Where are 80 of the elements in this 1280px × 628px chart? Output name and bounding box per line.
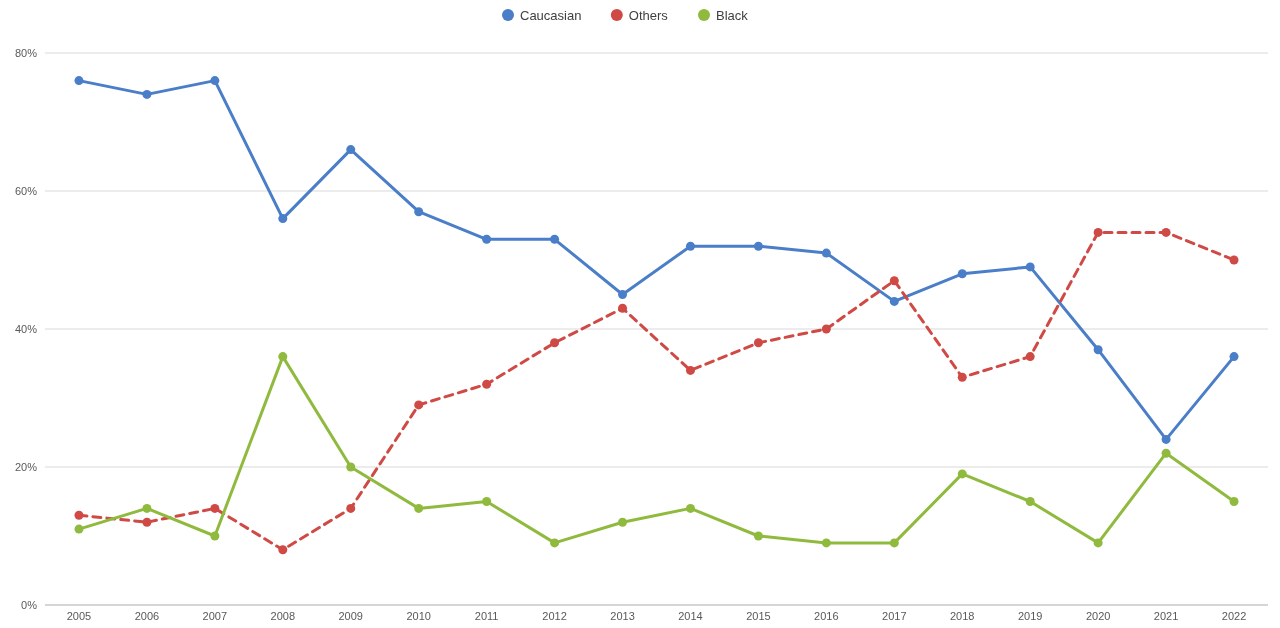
point bbox=[550, 338, 560, 348]
point bbox=[346, 145, 356, 155]
point bbox=[74, 510, 84, 520]
point bbox=[74, 76, 84, 86]
point bbox=[1093, 538, 1103, 548]
point bbox=[889, 538, 899, 548]
x-tick-label: 2011 bbox=[474, 610, 499, 622]
point bbox=[1229, 497, 1239, 506]
point bbox=[346, 462, 356, 472]
point bbox=[821, 248, 831, 258]
x-tick-label: 2005 bbox=[66, 610, 92, 622]
point bbox=[1025, 352, 1035, 362]
point bbox=[957, 269, 967, 279]
legend-label: Caucasian bbox=[520, 7, 582, 23]
point bbox=[210, 503, 220, 513]
point bbox=[1229, 255, 1239, 265]
point bbox=[957, 372, 967, 382]
point bbox=[346, 503, 356, 513]
x-tick-label: 2007 bbox=[202, 610, 228, 622]
point bbox=[1093, 345, 1103, 355]
x-tick-label: 2018 bbox=[950, 610, 975, 622]
legend-label: Others bbox=[628, 7, 669, 23]
point bbox=[1093, 227, 1103, 237]
y-tick-label: 60% bbox=[14, 184, 38, 197]
point bbox=[821, 538, 831, 548]
point bbox=[142, 517, 152, 527]
x-tick-label: 2016 bbox=[814, 610, 839, 622]
y-tick-label: 20% bbox=[14, 460, 38, 473]
point bbox=[618, 303, 628, 313]
point bbox=[482, 497, 492, 506]
x-tick-label: 2012 bbox=[542, 610, 567, 622]
point bbox=[210, 531, 220, 541]
x-tick-label: 2010 bbox=[406, 610, 431, 622]
x-tick-label: 2013 bbox=[610, 610, 635, 622]
y-tick-label: 40% bbox=[14, 322, 38, 335]
point bbox=[74, 524, 84, 534]
point bbox=[1229, 352, 1239, 362]
x-tick-label: 2008 bbox=[270, 610, 296, 622]
point bbox=[482, 379, 492, 389]
point bbox=[1025, 262, 1035, 272]
legend-label: Black bbox=[716, 7, 749, 23]
x-tick-label: 2014 bbox=[678, 610, 703, 622]
x-tick-label: 2022 bbox=[1221, 610, 1247, 622]
point bbox=[618, 290, 628, 299]
point bbox=[142, 89, 152, 99]
point bbox=[550, 234, 560, 244]
point bbox=[957, 469, 967, 479]
point bbox=[889, 296, 899, 306]
point bbox=[685, 503, 695, 513]
x-tick-label: 2021 bbox=[1153, 610, 1179, 622]
point bbox=[142, 503, 152, 513]
point bbox=[618, 517, 628, 527]
point bbox=[1025, 497, 1035, 506]
point bbox=[1161, 227, 1171, 237]
point bbox=[685, 241, 695, 251]
x-tick-label: 2006 bbox=[134, 610, 160, 622]
point bbox=[278, 545, 288, 555]
point bbox=[278, 214, 288, 224]
point bbox=[414, 207, 424, 217]
point bbox=[753, 338, 763, 348]
point bbox=[1161, 448, 1171, 458]
x-tick-label: 2015 bbox=[746, 610, 771, 622]
point bbox=[753, 531, 763, 541]
point bbox=[210, 76, 220, 86]
x-tick-label: 2020 bbox=[1085, 610, 1111, 622]
point bbox=[414, 400, 424, 410]
point bbox=[482, 234, 492, 244]
point bbox=[685, 365, 695, 375]
point bbox=[550, 538, 560, 548]
x-tick-label: 2019 bbox=[1017, 610, 1043, 622]
y-tick-label: 0% bbox=[21, 598, 38, 611]
point bbox=[414, 503, 424, 513]
point bbox=[1161, 434, 1171, 444]
x-tick-label: 2009 bbox=[338, 610, 363, 622]
point bbox=[278, 352, 288, 362]
point bbox=[889, 276, 899, 286]
point bbox=[753, 241, 763, 251]
point bbox=[821, 324, 831, 334]
x-tick-label: 2017 bbox=[882, 610, 907, 622]
y-tick-label: 80% bbox=[14, 46, 38, 59]
